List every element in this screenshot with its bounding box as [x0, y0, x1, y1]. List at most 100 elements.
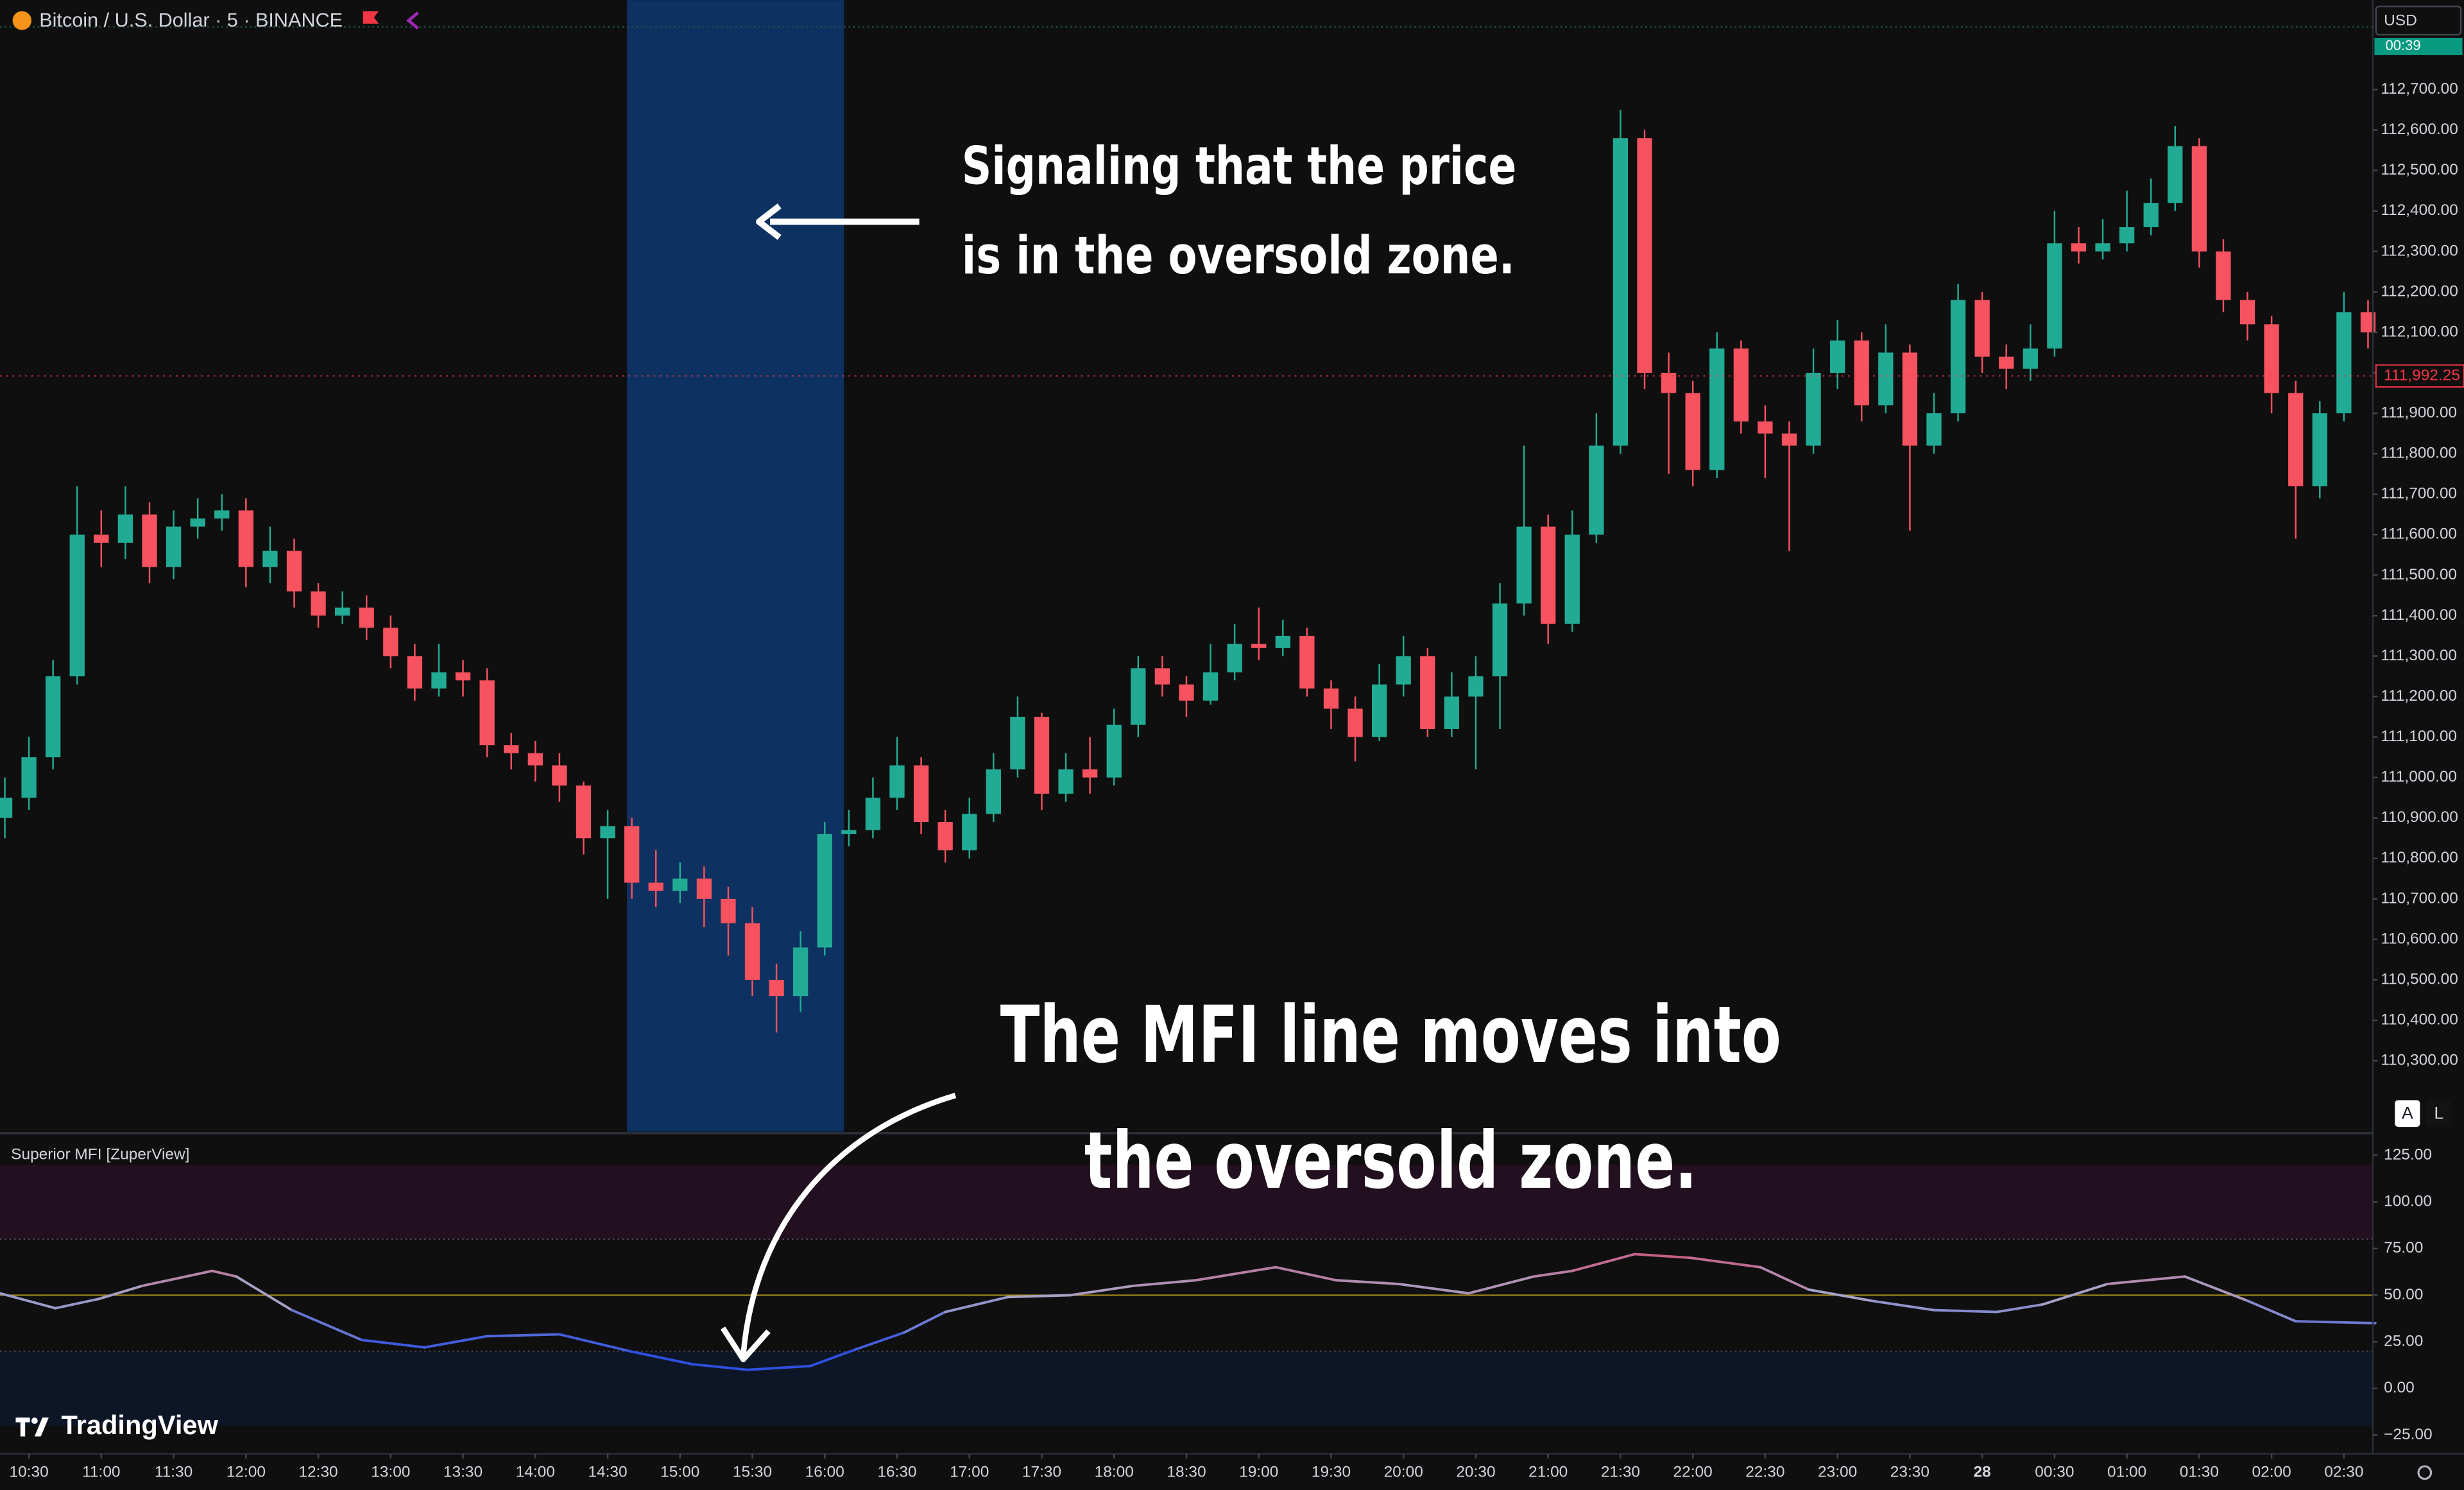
candle-body — [1613, 138, 1629, 446]
y-tick-label: 110,700.00 — [2381, 889, 2458, 907]
last-price-label: 111,992.25 — [2384, 366, 2460, 384]
settings-icon[interactable] — [2417, 1465, 2433, 1480]
y-tick-label: 111,900.00 — [2381, 404, 2457, 422]
mfi-line-segment — [1807, 1288, 1873, 1303]
x-tick-label: 13:00 — [371, 1463, 410, 1480]
y-tick-label: 110,500.00 — [2381, 970, 2458, 988]
y-tick-label: 75.00 — [2384, 1239, 2423, 1256]
candle-body — [117, 514, 133, 543]
candle-body — [1637, 138, 1652, 373]
x-tick-label: 12:30 — [298, 1463, 338, 1480]
y-tick-label: 112,400.00 — [2381, 201, 2458, 219]
candle-body — [1974, 300, 1990, 357]
mfi-line-segment — [1132, 1279, 1197, 1287]
x-tick-label: 23:30 — [1890, 1463, 1929, 1480]
candle-body — [1781, 433, 1797, 446]
mfi-line-segment — [54, 1297, 101, 1310]
candle-body — [359, 607, 374, 628]
y-tick-label: 125.00 — [2384, 1146, 2432, 1163]
candle-body — [962, 814, 977, 851]
candle-body — [2216, 251, 2231, 300]
x-tick-label: 16:00 — [805, 1463, 844, 1480]
x-tick-label: 02:00 — [2252, 1463, 2291, 1480]
x-tick-label: 17:30 — [1022, 1463, 1061, 1480]
candle-body — [648, 882, 663, 891]
x-tick-label: 14:00 — [516, 1463, 555, 1480]
x-tick-label: 28 — [1974, 1463, 1991, 1480]
candle-body — [334, 607, 350, 616]
highlight-zone — [627, 0, 844, 1132]
mfi-line-segment — [290, 1308, 363, 1342]
candle-body — [311, 591, 326, 616]
candle-body — [1010, 717, 1025, 770]
x-tick-label: 16:30 — [877, 1463, 916, 1480]
mfi-line-segment — [628, 1349, 694, 1366]
candle-body — [1516, 526, 1532, 604]
candle-body — [1179, 684, 1194, 701]
left-arrow-head — [755, 203, 782, 240]
currency-box[interactable] — [2375, 5, 2462, 36]
candle-body — [1758, 421, 1773, 434]
candle-body — [1371, 684, 1387, 737]
candle-body — [431, 672, 447, 689]
y-tick-label: 110,600.00 — [2381, 930, 2458, 947]
curved-arrow-head — [720, 1326, 771, 1362]
mfi-line-segment — [1870, 1299, 1935, 1312]
mfi-line-segment — [98, 1284, 144, 1301]
log-scale-button[interactable] — [2426, 1100, 2452, 1127]
y-tick-label: 112,700.00 — [2381, 80, 2458, 98]
candle-body — [1854, 340, 1869, 406]
candle-body — [1926, 413, 1942, 446]
candle-body — [94, 535, 109, 543]
candle-body — [1420, 656, 1435, 729]
x-tick-label: 11:00 — [82, 1463, 120, 1480]
mfi-note-line: The MFI line moves into — [1000, 989, 1781, 1081]
candle-body — [1154, 668, 1170, 685]
auto-scale-button[interactable] — [2395, 1100, 2420, 1127]
candle-body — [744, 923, 760, 980]
x-tick-label: 15:30 — [733, 1463, 772, 1480]
x-tick-label: 02:30 — [2324, 1463, 2363, 1480]
x-tick-label: 22:00 — [1673, 1463, 1713, 1480]
candle-body — [166, 526, 182, 567]
y-tick-label: 111,300.00 — [2381, 647, 2457, 664]
candle-body — [1733, 348, 1749, 422]
mfi-line-segment — [2294, 1320, 2377, 1324]
x-tick-label: 21:30 — [1601, 1463, 1640, 1480]
candle-body — [2264, 324, 2279, 393]
tradingview-logo-dot — [31, 1417, 38, 1424]
candle-body — [1661, 373, 1677, 393]
countdown: 00:39 — [2386, 37, 2421, 53]
candle-body — [2071, 243, 2087, 252]
y-tick-label: 112,100.00 — [2381, 323, 2458, 340]
candle-body — [841, 830, 857, 834]
mfi-line-segment — [746, 1364, 812, 1371]
countdown-tag — [2374, 37, 2463, 55]
candle-body — [913, 765, 929, 823]
x-tick-label: 23:00 — [1818, 1463, 1857, 1480]
mfi-line-segment — [809, 1348, 858, 1367]
mfi-line-segment — [1532, 1269, 1574, 1278]
candle-body — [262, 551, 278, 567]
candle-body — [1275, 635, 1290, 648]
candle-body — [624, 826, 640, 883]
mfi-line-segment — [1195, 1265, 1277, 1282]
mfi-line-segment — [1335, 1279, 1400, 1285]
candle-body — [1685, 393, 1700, 470]
candle-body — [2191, 146, 2207, 252]
x-tick-label: 19:00 — [1239, 1463, 1278, 1480]
candle-body — [937, 822, 953, 851]
price-note-line: Signaling that the price — [962, 137, 1516, 197]
log-scale-label: L — [2434, 1104, 2443, 1123]
candle-body — [1227, 644, 1242, 672]
currency: USD — [2384, 12, 2417, 30]
candle-body — [46, 676, 61, 758]
candle-body — [1444, 696, 1460, 729]
y-tick-label: 111,100.00 — [2381, 728, 2457, 745]
mfi-line-segment — [210, 1269, 238, 1278]
candle-body — [1082, 769, 1098, 778]
candle-body — [1564, 535, 1580, 624]
candle-body — [793, 947, 809, 997]
candle-body — [2119, 227, 2135, 244]
